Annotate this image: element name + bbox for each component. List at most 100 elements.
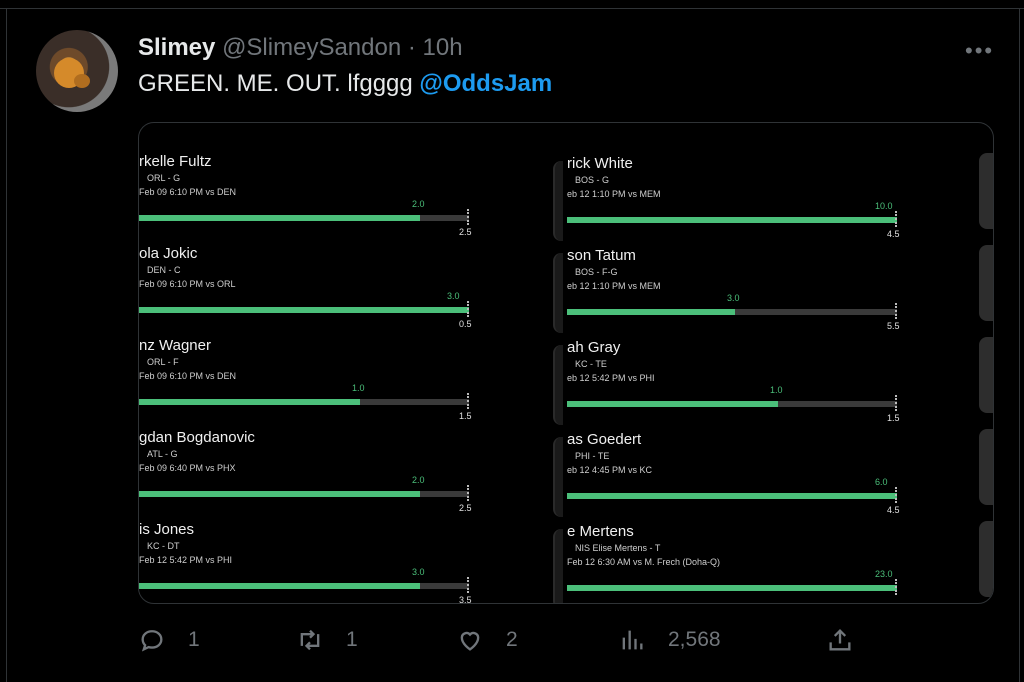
mention-link[interactable]: @OddsJam (419, 70, 553, 97)
progress-bar (567, 303, 897, 319)
left-border (6, 8, 7, 682)
progress-bar (139, 301, 469, 317)
player-team-position: ORL - F (147, 357, 179, 367)
separator-dot: · (407, 34, 416, 61)
player-team-position: PHI - TE (575, 451, 610, 461)
line-marker (895, 211, 897, 227)
share-button[interactable] (826, 626, 854, 654)
right-border (1019, 8, 1020, 682)
analytics-icon (622, 630, 643, 650)
player-team-position: ORL - G (147, 173, 181, 183)
line-marker (467, 393, 469, 409)
progress-bar (139, 209, 469, 225)
game-time: Feb 09 6:40 PM vs PHX (139, 463, 236, 473)
side-tab (979, 153, 993, 229)
views-count: 2,568 (668, 628, 721, 651)
progress-fill (567, 309, 735, 315)
line-marker (467, 485, 469, 501)
prop-line-value: 3.5 (459, 595, 472, 604)
tweet-text: GREEN. ME. OUT. lfgggg @OddsJam (138, 70, 552, 98)
player-prop-card[interactable]: ah Gray KC - TE eb 12 5:42 PM vs PHI 1.0 1.5 (553, 339, 993, 431)
game-time: Feb 09 6:10 PM vs DEN (139, 371, 237, 381)
prop-line-value: 4.5 (887, 229, 900, 239)
side-tab (979, 337, 993, 413)
player-name: gdan Bogdanovic (139, 429, 255, 446)
reply-button[interactable]: 1 (138, 626, 200, 654)
player-prop-card[interactable]: gdan Bogdanovic ATL - G Feb 09 6:40 PM vs … (139, 429, 479, 521)
player-prop-card[interactable]: e Mertens NIS Elise Mertens - T Feb 12 6:3… (553, 523, 993, 603)
prop-line-value: 1.5 (459, 411, 472, 421)
progress-fill (139, 215, 420, 221)
player-prop-card[interactable]: son Tatum BOS - F-G eb 12 1:10 PM vs MEM 3.… (553, 247, 993, 339)
actual-value: 10.0 (875, 201, 893, 211)
prop-line-value: 5.5 (887, 321, 900, 331)
game-time: eb 12 1:10 PM vs MEM (567, 281, 661, 291)
progress-bar (139, 393, 469, 409)
actual-value: 2.0 (412, 475, 425, 485)
player-team-position: BOS - F-G (575, 267, 618, 277)
actual-value: 3.0 (412, 567, 425, 577)
line-marker (467, 209, 469, 225)
player-name: is Jones (139, 521, 195, 538)
line-marker (895, 395, 897, 411)
player-name: rkelle Fultz (139, 153, 212, 170)
actual-value: 3.0 (447, 291, 460, 301)
progress-bar (567, 487, 897, 503)
progress-bar (567, 395, 897, 411)
player-prop-card[interactable]: nz Wagner ORL - F Feb 09 6:10 PM vs DEN 1.0… (139, 337, 479, 429)
tweet-media-image[interactable]: rkelle Fultz ORL - G Feb 09 6:10 PM vs DEN… (138, 122, 994, 604)
reply-icon (141, 630, 163, 652)
game-time: eb 12 4:45 PM vs KC (567, 465, 653, 475)
views-button[interactable]: 2,568 (618, 626, 721, 654)
line-marker (895, 303, 897, 319)
retweet-button[interactable]: 1 (296, 626, 358, 654)
avatar[interactable] (36, 30, 118, 112)
display-name[interactable]: Slimey (138, 34, 216, 61)
player-name: rick White (567, 155, 633, 172)
actual-value: 2.0 (412, 199, 425, 209)
tweet-actions-bar: 1 1 2 2,568 (0, 626, 1024, 660)
game-time: Feb 09 6:10 PM vs DEN (139, 187, 237, 197)
progress-bar (567, 579, 897, 595)
prop-line-value: 2.5 (459, 227, 472, 237)
player-prop-card[interactable]: ola Jokic DEN - C Feb 09 6:10 PM vs ORL 3.0… (139, 245, 479, 337)
side-tab (979, 429, 993, 505)
timestamp[interactable]: 10h (422, 34, 463, 61)
player-name: as Goedert (567, 431, 642, 448)
share-icon (829, 629, 851, 651)
like-button[interactable]: 2 (456, 626, 518, 654)
tweet-header: Slimey @SlimeySandon · 10h (138, 34, 463, 62)
progress-bar (139, 577, 469, 593)
line-marker (895, 487, 897, 503)
progress-fill (567, 401, 778, 407)
player-prop-card[interactable]: rkelle Fultz ORL - G Feb 09 6:10 PM vs DEN… (139, 153, 479, 245)
game-time: eb 12 1:10 PM vs MEM (567, 189, 661, 199)
heart-icon (460, 631, 480, 651)
progress-fill (567, 585, 897, 591)
card-edge (553, 161, 563, 241)
player-name: e Mertens (567, 523, 634, 540)
card-edge (553, 529, 563, 603)
actual-value: 3.0 (727, 293, 740, 303)
prop-line-value: 0.5 (459, 319, 472, 329)
player-team-position: ATL - G (147, 449, 178, 459)
player-team-position: KC - TE (575, 359, 607, 369)
side-tab (979, 245, 993, 321)
card-edge (553, 345, 563, 425)
player-prop-card[interactable]: as Goedert PHI - TE eb 12 4:45 PM vs KC 6.0… (553, 431, 993, 523)
tweet-text-body: GREEN. ME. OUT. lfgggg (138, 70, 420, 97)
line-marker (467, 577, 469, 593)
progress-fill (139, 491, 420, 497)
like-count: 2 (506, 628, 518, 651)
player-prop-card[interactable]: rick White BOS - G eb 12 1:10 PM vs MEM 10.… (553, 155, 993, 247)
player-team-position: KC - DT (147, 541, 180, 551)
player-name: son Tatum (567, 247, 636, 264)
prop-line-value: 2.5 (459, 503, 472, 513)
actual-value: 1.0 (352, 383, 365, 393)
progress-fill (567, 217, 897, 223)
player-prop-card[interactable]: is Jones KC - DT Feb 12 5:42 PM vs PHI 3.0 3… (139, 521, 479, 604)
card-edge (553, 437, 563, 517)
user-handle[interactable]: @SlimeySandon (222, 34, 402, 61)
more-options-icon[interactable]: ••• (965, 38, 995, 63)
progress-bar (567, 211, 897, 227)
